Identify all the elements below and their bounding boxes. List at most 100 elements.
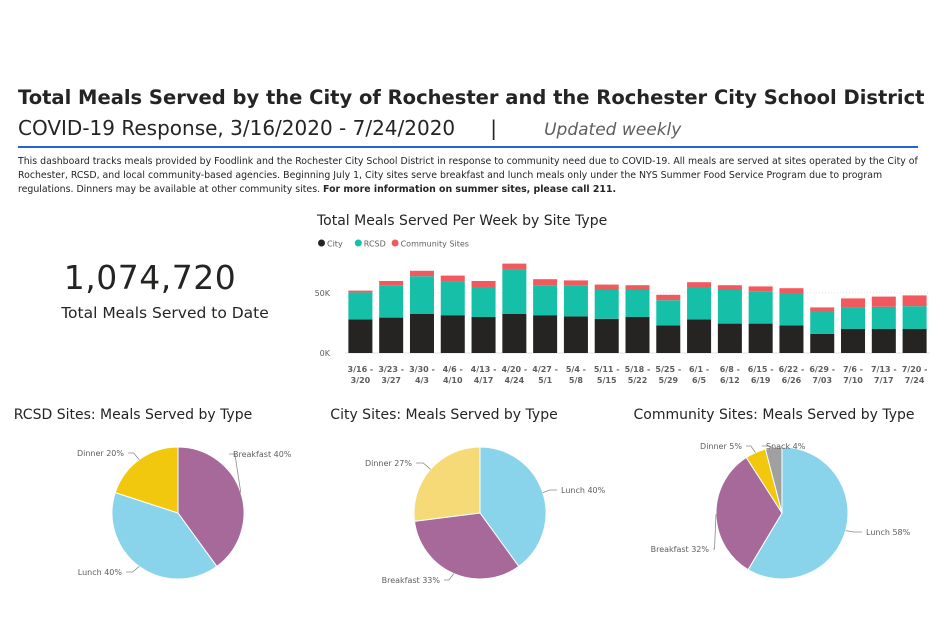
x-tick-label: 6/12 [720, 376, 740, 385]
bar-community-sites-18 [902, 295, 927, 307]
bar-community-sites-4 [471, 281, 496, 287]
pie-slice-breakfast [715, 456, 783, 571]
pie-label-dinner: Dinner 27% [365, 459, 412, 468]
community-pie-title: Community Sites: Meals Served by Type [634, 407, 915, 423]
bar-community-sites-9 [625, 285, 650, 290]
bar-community-sites-11 [687, 282, 712, 287]
bar-rcsd-9 [625, 290, 650, 317]
bar-city-1 [379, 317, 404, 353]
bar-community-sites-15 [810, 307, 835, 311]
x-tick-label: 7/13 - [871, 365, 897, 374]
update-frequency-note: Updated weekly [544, 120, 682, 140]
bar-city-13 [748, 323, 773, 353]
bar-city-2 [409, 314, 434, 353]
bar-rcsd-10 [656, 300, 681, 326]
bar-rcsd-11 [687, 287, 712, 320]
x-tick-label: 5/15 [597, 376, 617, 385]
y-tick-label: 50K [315, 289, 331, 298]
bar-community-sites-1 [379, 281, 404, 286]
subtitle-separator: | [490, 116, 498, 140]
pie-slice-lunch [747, 446, 849, 580]
x-tick-label: 3/20 [351, 376, 371, 385]
bar-city-12 [717, 323, 742, 353]
pie-leader-line [762, 445, 774, 448]
x-tick-label: 6/5 [692, 376, 706, 385]
pie-leader-line [746, 445, 756, 453]
x-tick-label: 4/27 - [532, 365, 558, 374]
x-tick-label: 6/8 - [720, 365, 740, 374]
bar-rcsd-4 [471, 287, 496, 317]
description-text: This dashboard tracks meals provided by … [18, 156, 918, 195]
bar-rcsd-16 [841, 307, 866, 329]
bar-city-17 [871, 329, 896, 353]
bar-city-4 [471, 317, 496, 353]
bar-rcsd-6 [533, 285, 558, 316]
bar-rcsd-14 [779, 293, 804, 326]
page-title: Total Meals Served by the City of Roches… [18, 86, 925, 109]
bar-community-sites-6 [533, 279, 558, 286]
x-tick-label: 4/17 [474, 376, 494, 385]
bar-chart-x-axis: 3/16 - 3/20 3/23 - 3/27 3/30 - 4/3 4/6 - 4/10 4/… [348, 365, 928, 385]
x-tick-label: 7/24 [905, 376, 925, 385]
legend-label-city: City [327, 240, 343, 249]
bar-community-sites-12 [717, 285, 742, 290]
bar-rcsd-15 [810, 311, 835, 334]
x-tick-label: 3/16 - [348, 365, 374, 374]
bar-rcsd-2 [409, 276, 434, 314]
pie-label-lunch: Lunch 40% [561, 486, 606, 495]
pie-leader-line [126, 566, 140, 573]
bar-city-6 [533, 315, 558, 353]
x-tick-label: 4/24 [505, 376, 525, 385]
x-tick-label: 6/15 - [748, 365, 774, 374]
pie-leader-line [845, 530, 862, 533]
x-tick-label: 7/20 - [902, 365, 928, 374]
kpi-total-meals-value: 1,074,720 [63, 258, 237, 297]
pie-slice-breakfast [177, 446, 245, 568]
pie-label-dinner: Dinner 20% [77, 449, 124, 458]
x-tick-label: 4/3 [415, 376, 429, 385]
bar-community-sites-0 [348, 290, 373, 293]
bar-rcsd-1 [379, 285, 404, 318]
pie-label-breakfast: Breakfast 32% [651, 545, 710, 554]
pie-label-breakfast: Breakfast 40% [233, 450, 292, 459]
subtitle-row: COVID-19 Response, 3/16/2020 - 7/24/2020… [18, 116, 681, 140]
bar-community-sites-16 [841, 298, 866, 308]
x-tick-label: 5/11 - [594, 365, 620, 374]
bar-rcsd-7 [563, 285, 588, 317]
x-tick-label: 4/13 - [471, 365, 497, 374]
bar-city-10 [656, 325, 681, 353]
bar-chart-bars [348, 263, 927, 353]
x-tick-label: 7/6 - [843, 365, 863, 374]
pie-leader-line [713, 514, 717, 550]
legend-marker-community-sites [391, 239, 399, 247]
pie-leader-line [444, 573, 455, 581]
pie-label-dinner: Dinner 5% [700, 442, 742, 451]
rcsd-pie-chart: Breakfast 40% Lunch 40% Dinner 20% [77, 446, 292, 580]
pie-label-snack: Snack 4% [766, 442, 806, 451]
bar-chart-legend: City RCSD Community Sites [318, 239, 469, 249]
x-tick-label: 7/10 [843, 376, 863, 385]
bar-community-sites-2 [409, 270, 434, 277]
x-tick-label: 6/19 [751, 376, 771, 385]
bar-rcsd-12 [717, 290, 742, 324]
y-tick-label: 0K [320, 349, 331, 358]
x-tick-label: 5/29 [658, 376, 678, 385]
legend-label-community-sites: Community Sites [401, 240, 469, 249]
bar-city-14 [779, 325, 804, 353]
x-tick-label: 7/03 [812, 376, 832, 385]
bar-community-sites-5 [502, 263, 527, 270]
city-pie-chart: Lunch 40% Breakfast 33% Dinner 27% [365, 446, 606, 585]
x-tick-label: 3/23 - [378, 365, 404, 374]
legend-marker-city [318, 239, 325, 247]
x-tick-label: 5/25 - [655, 365, 681, 374]
pie-slice-lunch [479, 446, 547, 568]
pie-leader-line [229, 453, 242, 493]
city-pie-title: City Sites: Meals Served by Type [330, 407, 557, 423]
bar-city-0 [348, 319, 373, 353]
x-tick-label: 7/17 [874, 376, 894, 385]
legend-label-rcsd: RCSD [364, 240, 386, 249]
x-tick-label: 4/10 [443, 376, 463, 385]
date-range-subtitle: COVID-19 Response, 3/16/2020 - 7/24/2020 [18, 116, 456, 140]
title-divider [18, 146, 918, 148]
